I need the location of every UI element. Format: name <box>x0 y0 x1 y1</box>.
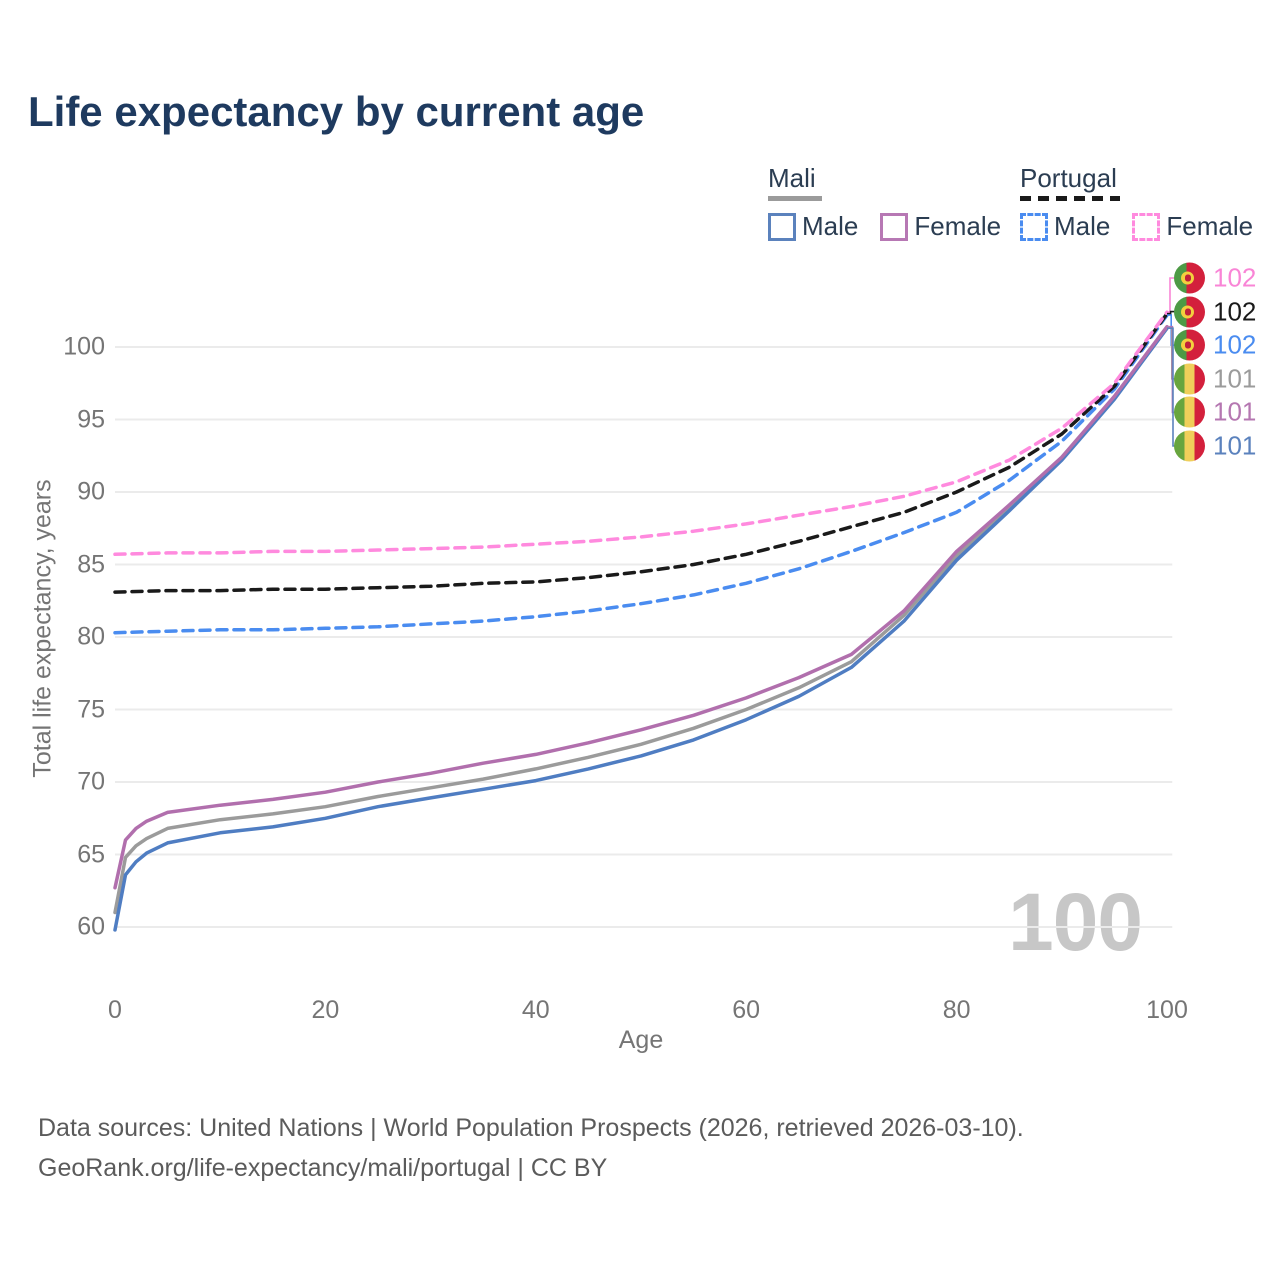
portugal-flag-icon <box>1174 262 1205 294</box>
end-value-text: 102 <box>1213 262 1257 293</box>
x-tick-label: 40 <box>521 996 550 1024</box>
legend-label: Male <box>1054 211 1111 241</box>
end-value-label: 102 <box>1174 329 1257 361</box>
legend-portugal-title[interactable]: Portugal <box>1020 163 1117 193</box>
x-tick-label: 100 <box>1146 996 1188 1024</box>
x-axis-title: Age <box>618 1026 664 1054</box>
portugal-male-swatch-icon <box>1020 212 1048 241</box>
y-tick-label: 95 <box>77 405 105 433</box>
legend-item-portugal-female[interactable]: Female <box>1132 211 1253 242</box>
legend-item-mali-male[interactable]: Male <box>768 211 858 242</box>
end-value-text: 101 <box>1213 363 1257 394</box>
mali-flag-icon <box>1174 396 1205 428</box>
portugal-emblem <box>1181 271 1194 285</box>
portugal-emblem <box>1181 338 1194 352</box>
x-tick-label: 80 <box>942 996 971 1024</box>
series-line-portugal-both-sexes <box>113 311 1169 594</box>
series-line-portugal-female <box>113 310 1169 557</box>
legend-group-portugal: Portugal Male Female <box>1020 163 1253 242</box>
end-value-label: 101 <box>1174 363 1257 395</box>
series-line-mali-both-sexes <box>113 326 1169 915</box>
y-tick-label: 60 <box>77 912 105 941</box>
series-line-mali-male <box>113 326 1169 932</box>
mali-male-swatch-icon <box>768 212 796 241</box>
y-tick-label: 85 <box>77 550 105 578</box>
x-tick-label: 0 <box>108 996 122 1024</box>
series-line-portugal-male <box>113 313 1169 635</box>
mali-female-swatch-icon <box>880 212 909 241</box>
legend-item-mali-female[interactable]: Female <box>880 211 1001 242</box>
x-tick-label: 60 <box>732 996 761 1024</box>
legend-label: Female <box>1166 211 1254 241</box>
portugal-flag-icon <box>1174 296 1205 328</box>
leader-line <box>1167 277 1174 314</box>
legend-mali-title[interactable]: Mali <box>768 163 816 193</box>
end-value-text: 101 <box>1213 396 1257 427</box>
y-tick-label: 75 <box>77 695 105 723</box>
footer: Data sources: United Nations | World Pop… <box>38 1108 1024 1188</box>
data-sources-text: Data sources: United Nations | World Pop… <box>38 1114 1024 1142</box>
end-value-label: 102 <box>1174 296 1257 328</box>
end-value-label: 102 <box>1174 262 1257 294</box>
end-value-text: 102 <box>1213 296 1257 327</box>
legend-item-portugal-male[interactable]: Male <box>1020 211 1110 242</box>
portugal-shield <box>1184 274 1191 282</box>
page-title: Life expectancy by current age <box>28 88 645 135</box>
portugal-flag-icon <box>1174 329 1205 361</box>
mali-flag-icon <box>1174 430 1205 462</box>
legend-label: Male <box>802 211 859 241</box>
y-tick-label: 90 <box>77 477 105 506</box>
series-line-mali-female <box>113 324 1169 890</box>
portugal-female-swatch-icon <box>1132 212 1161 241</box>
leader-line <box>1167 310 1175 315</box>
y-axis-title: Total life expectancy, years <box>28 479 57 778</box>
portugal-shield <box>1184 308 1191 316</box>
attribution-text: GeoRank.org/life-expectancy/mali/portuga… <box>38 1154 608 1182</box>
portugal-shield <box>1184 341 1191 349</box>
end-value-label: 101 <box>1174 396 1257 428</box>
legend-group-mali: Mali Male Female <box>768 163 1001 242</box>
y-tick-label: 70 <box>77 767 105 796</box>
portugal-all-line-swatch <box>1020 196 1120 201</box>
end-value-text: 102 <box>1213 329 1257 360</box>
y-tick-label: 65 <box>77 840 105 868</box>
end-value-text: 101 <box>1213 430 1257 461</box>
mali-all-line-swatch <box>768 196 822 201</box>
x-tick-label: 20 <box>311 996 340 1024</box>
current-age-watermark: 100 <box>1008 877 1143 968</box>
legend-label: Female <box>914 211 1002 241</box>
portugal-emblem <box>1181 305 1194 319</box>
end-value-label: 101 <box>1174 430 1257 462</box>
y-tick-label: 80 <box>77 622 105 651</box>
mali-flag-icon <box>1174 363 1205 395</box>
y-tick-label: 100 <box>63 332 105 361</box>
